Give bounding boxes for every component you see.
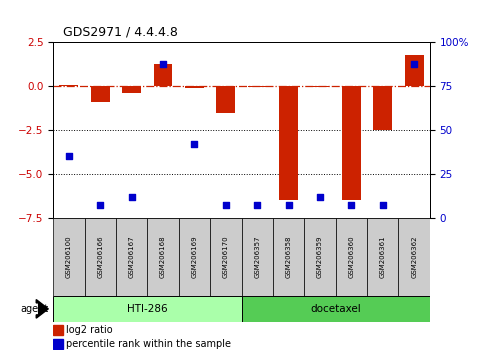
Bar xyxy=(59,85,78,86)
Text: GSM206359: GSM206359 xyxy=(317,235,323,278)
Bar xyxy=(242,296,430,322)
Point xyxy=(222,202,230,208)
Bar xyxy=(273,218,304,296)
Text: GSM206361: GSM206361 xyxy=(380,235,386,278)
Bar xyxy=(248,86,267,87)
Point xyxy=(97,202,104,208)
Point xyxy=(285,202,293,208)
Text: log2 ratio: log2 ratio xyxy=(66,325,113,335)
Bar xyxy=(304,218,336,296)
Text: percentile rank within the sample: percentile rank within the sample xyxy=(66,339,231,349)
Text: HTI-286: HTI-286 xyxy=(127,304,168,314)
Text: GSM206358: GSM206358 xyxy=(285,235,292,278)
Point xyxy=(191,141,199,147)
Bar xyxy=(342,86,361,200)
Bar xyxy=(116,218,147,296)
Bar xyxy=(336,218,367,296)
Point xyxy=(253,202,261,208)
Point xyxy=(348,202,355,208)
Bar xyxy=(279,86,298,200)
Bar xyxy=(154,63,172,86)
Text: GSM206360: GSM206360 xyxy=(348,235,355,278)
Bar xyxy=(311,86,329,87)
Bar xyxy=(53,325,63,335)
Text: GSM206167: GSM206167 xyxy=(128,235,135,278)
Point xyxy=(159,61,167,66)
Text: GDS2971 / 4.4.4.8: GDS2971 / 4.4.4.8 xyxy=(63,26,178,39)
Bar xyxy=(242,218,273,296)
Text: GSM206168: GSM206168 xyxy=(160,235,166,278)
Point xyxy=(411,61,418,66)
Text: GSM206362: GSM206362 xyxy=(411,235,417,278)
Bar xyxy=(367,218,398,296)
Text: GSM206169: GSM206169 xyxy=(191,235,198,278)
Text: GSM206357: GSM206357 xyxy=(254,235,260,278)
Point xyxy=(65,154,73,159)
Bar xyxy=(147,218,179,296)
Text: GSM206170: GSM206170 xyxy=(223,235,229,278)
FancyArrow shape xyxy=(36,299,48,318)
Bar xyxy=(398,218,430,296)
Bar xyxy=(405,55,424,86)
Text: docetaxel: docetaxel xyxy=(310,304,361,314)
Bar xyxy=(85,218,116,296)
Bar xyxy=(53,339,63,349)
Point xyxy=(316,194,324,200)
Point xyxy=(379,202,387,208)
Point xyxy=(128,194,135,200)
Bar xyxy=(373,86,392,130)
Bar xyxy=(122,86,141,93)
Bar xyxy=(185,86,204,88)
Text: GSM206166: GSM206166 xyxy=(97,235,103,278)
Text: agent: agent xyxy=(20,304,48,314)
Bar xyxy=(53,218,85,296)
Text: GSM206100: GSM206100 xyxy=(66,235,72,278)
Bar xyxy=(179,218,210,296)
Bar xyxy=(210,218,242,296)
Bar xyxy=(216,86,235,113)
Bar xyxy=(53,296,242,322)
Bar xyxy=(91,86,110,102)
